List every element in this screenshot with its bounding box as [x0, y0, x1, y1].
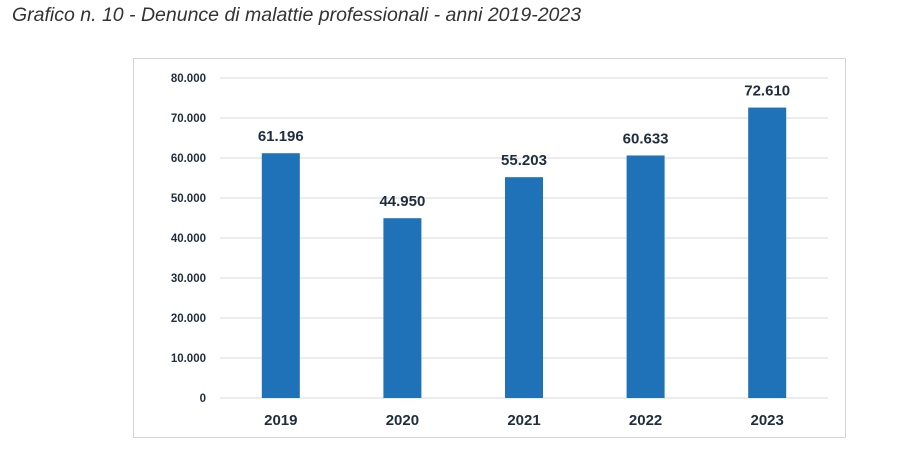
chart-title: Grafico n. 10 - Denunce di malattie prof… [12, 4, 582, 26]
y-tick-label: 40.000 [171, 233, 206, 245]
y-tick-label: 50.000 [171, 193, 206, 205]
y-tick-label: 10.000 [171, 353, 206, 365]
bars [261, 107, 787, 398]
y-tick-label: 80.000 [171, 73, 206, 85]
y-tick-label: 70.000 [171, 113, 206, 125]
data-label: 61.196 [258, 128, 304, 145]
data-label: 60.633 [623, 130, 669, 147]
data-label: 55.203 [501, 152, 547, 169]
x-category-label: 2019 [264, 412, 297, 429]
y-tick-label: 60.000 [171, 153, 206, 165]
x-category-label: 2021 [507, 412, 540, 429]
x-category-label: 2023 [751, 412, 784, 429]
y-tick-label: 20.000 [171, 313, 206, 325]
bar-2021 [505, 177, 543, 398]
x-category-label: 2022 [629, 412, 662, 429]
bar-2019 [261, 153, 300, 398]
bar-2020 [383, 218, 422, 398]
labels: 0 10.000 20.000 30.000 40.000 50.000 60.000 70.… [171, 73, 790, 429]
y-tick-label: 0 [200, 393, 206, 405]
chart-area [133, 58, 846, 438]
bar-2023 [748, 107, 787, 398]
data-label: 72.610 [744, 83, 790, 100]
bar-2022 [626, 155, 665, 398]
y-tick-label: 30.000 [171, 273, 206, 285]
data-label: 44.950 [379, 193, 425, 210]
x-category-label: 2020 [386, 412, 419, 429]
